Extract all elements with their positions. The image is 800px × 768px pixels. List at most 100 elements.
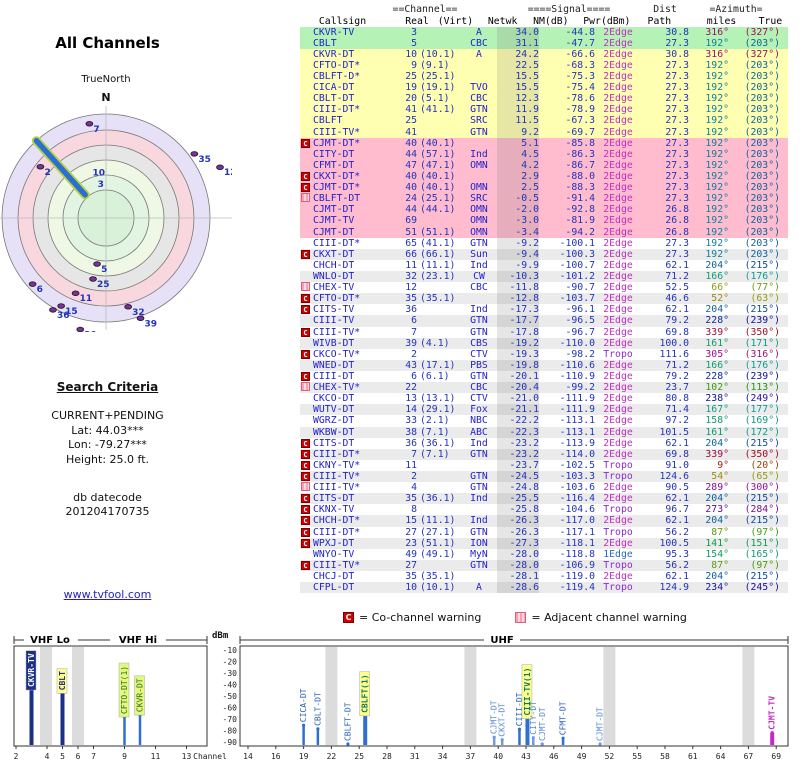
callsign-link[interactable]: CJMT-TV	[313, 215, 355, 227]
callsign-link[interactable]: CKNX-TV	[313, 504, 355, 516]
callsign-link[interactable]: CITS-DT	[313, 493, 355, 505]
warning-cell	[300, 127, 313, 138]
path: 2Edge	[603, 293, 633, 305]
callsign-link[interactable]: CITS-TV	[313, 304, 355, 316]
azimuth-true: 339°	[705, 448, 729, 460]
azimuth-magnetic: (350°)	[744, 326, 780, 338]
co-channel-warning-badge: C	[301, 372, 310, 381]
callsign-link[interactable]: CIII-DT*	[313, 448, 361, 460]
callsign-link[interactable]: CIII-TV*	[313, 326, 361, 338]
azimuth-magnetic: (203°)	[744, 137, 780, 149]
callsign-link[interactable]: WGRZ-DT	[313, 415, 355, 427]
virtual-channel: (13.1)	[420, 393, 456, 405]
callsign-link[interactable]: CBLT	[313, 37, 337, 49]
bar-callsign-label: CBLT	[58, 671, 67, 690]
radar-channel-label: 2	[44, 168, 50, 178]
callsign-link[interactable]: CKCO-TV*	[313, 348, 361, 360]
distance-miles: 23.7	[665, 382, 689, 394]
channel-tick-label: 64	[716, 752, 726, 761]
callsign-link[interactable]: CKXT-DT*	[313, 171, 361, 183]
callsign-link[interactable]: CIII-TV*	[313, 126, 361, 138]
table-row: CIII-DT* 41 (41.1) GTN 11.9 -78.9 2Edge 27.3 192…	[300, 104, 788, 116]
callsign-link[interactable]: CBLFT	[313, 115, 343, 127]
path: 2Edge	[603, 37, 633, 49]
callsign-link[interactable]: CJMT-DT*	[313, 182, 361, 194]
callsign-link[interactable]: WNED-DT	[313, 359, 355, 371]
callsign-link[interactable]: CFPL-DT	[313, 582, 355, 594]
network: CBS	[470, 337, 488, 349]
callsign-link[interactable]: CIII-DT*	[313, 237, 361, 249]
callsign-link[interactable]: CKCO-DT	[313, 393, 355, 405]
callsign-link[interactable]: CKNY-TV*	[313, 459, 361, 471]
callsign-link[interactable]: CHEX-TV*	[313, 382, 361, 394]
callsign-link[interactable]: WIVB-DT	[313, 337, 355, 349]
callsign-link[interactable]: CIII-TV*	[313, 470, 361, 482]
callsign-link[interactable]: CITS-DT	[313, 437, 355, 449]
real-channel: 66	[405, 248, 417, 260]
dbm-tick-label: -90	[223, 738, 238, 747]
callsign-link[interactable]: CIII-DT	[313, 371, 355, 382]
real-channel: 10	[405, 582, 417, 594]
callsign-link[interactable]: CKVR-DT	[313, 48, 355, 60]
power-dbm: -92.8	[565, 204, 596, 216]
radar-channel-label: 35	[198, 155, 211, 165]
callsign-link[interactable]: CHEX-TV	[313, 282, 355, 294]
callsign-link[interactable]: CBLFT-DT	[313, 193, 361, 205]
virtual-channel: (10.1)	[420, 582, 456, 594]
network: A	[476, 26, 482, 38]
distance-miles: 27.3	[665, 126, 689, 138]
callsign-link[interactable]: WNLO-DT	[313, 271, 355, 283]
callsign-link[interactable]: CIII-DT*	[313, 526, 361, 538]
power-dbm: -113.1	[559, 426, 595, 438]
callsign-link[interactable]: WPXJ-DT	[313, 537, 355, 549]
callsign-link[interactable]: CITY-DT	[313, 148, 355, 160]
real-channel: 36	[405, 304, 417, 316]
real-channel: 6	[411, 371, 417, 382]
azimuth-magnetic: (203°)	[744, 93, 780, 105]
virtual-channel	[417, 282, 461, 293]
network: Sun	[470, 248, 488, 260]
callsign-link[interactable]: CFTO-DT*	[313, 59, 361, 71]
table-row: CHCH-DT 11 (11.1) Ind -9.9 -100.7 2Edge 62.1 204…	[300, 259, 788, 272]
callsign-link[interactable]: CKXT-DT	[313, 248, 355, 260]
callsign-link[interactable]: CFTO-DT*	[313, 293, 361, 305]
callsign-link[interactable]: CJMT-DT*	[313, 137, 361, 149]
real-channel: 44	[405, 204, 417, 216]
table-row: C CIII-DT* 27 (27.1) GTN -26.3 -117.1 Tropo 56.2…	[300, 526, 788, 538]
callsign-link[interactable]: WUTV-DT	[313, 404, 355, 416]
azimuth-magnetic: (177°)	[744, 404, 780, 416]
callsign-link[interactable]: CBLFT-D*	[313, 71, 361, 83]
callsign-link[interactable]: WKBW-DT	[313, 426, 355, 438]
callsign-link[interactable]: CIII-TV*	[313, 482, 361, 494]
warning-cell	[300, 282, 313, 293]
callsign-link[interactable]: CFMT-DT	[313, 159, 355, 171]
callsign-link[interactable]: CJMT-DT	[313, 204, 355, 216]
callsign-link[interactable]: CKVR-TV	[313, 26, 355, 38]
path: 2Edge	[603, 237, 633, 249]
network: GTN	[470, 126, 488, 138]
tvfool-link[interactable]: www.tvfool.com	[63, 588, 152, 601]
azimuth-magnetic: (203°)	[744, 215, 780, 227]
callsign-link[interactable]: CJMT-DT	[313, 226, 355, 238]
callsign-link[interactable]: CHCJ-DT	[313, 570, 355, 582]
channel-tick-label: 40	[493, 752, 503, 761]
callsign-link[interactable]: CIII-DT*	[313, 104, 361, 116]
co-channel-warning-badge: C	[301, 305, 310, 315]
callsign-link[interactable]: WNYO-TV	[313, 548, 355, 560]
callsign-link[interactable]: CBLT-DT	[313, 93, 355, 105]
azimuth-magnetic: (97°)	[750, 559, 781, 571]
col-header-real: Real	[405, 15, 429, 27]
callsign-link[interactable]: CHCH-DT	[313, 259, 355, 271]
search-mode: CURRENT+PENDING	[51, 409, 164, 422]
path: 2Edge	[603, 71, 633, 83]
callsign-link[interactable]: CIII-TV	[313, 315, 355, 327]
channel-tick-label: 2	[14, 752, 19, 761]
distance-miles: 62.1	[665, 515, 689, 527]
network: CBC	[470, 382, 488, 394]
callsign-link[interactable]: CICA-DT	[313, 82, 355, 94]
power-dbm: -110.9	[559, 371, 595, 382]
band-label-vhf-hi: VHF Hi	[119, 635, 157, 646]
warning-cell	[300, 93, 313, 104]
callsign-link[interactable]: CHCH-DT*	[313, 515, 361, 527]
callsign-link[interactable]: CIII-TV*	[313, 559, 361, 571]
